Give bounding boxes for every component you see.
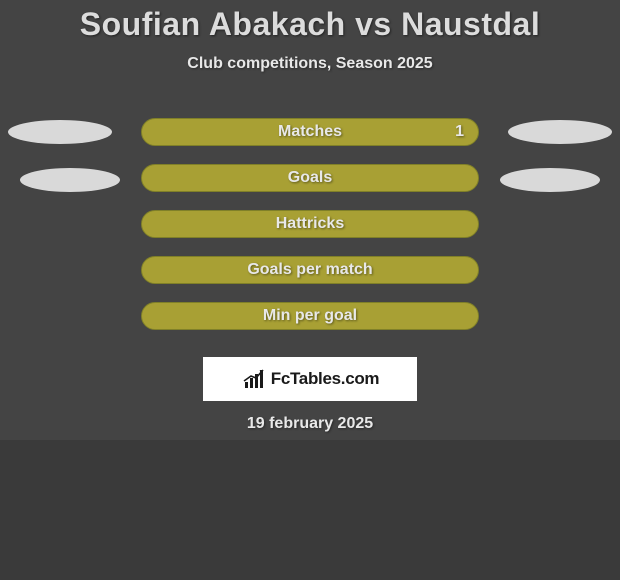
stat-value-right: 1 [455, 123, 464, 141]
stat-label: Min per goal [263, 307, 357, 325]
stat-bar: Goals [141, 164, 479, 192]
brand: FcTables.com [241, 368, 380, 390]
stat-rows: Matches 1 Goals Hattricks Goals per match Min… [0, 109, 620, 339]
stat-bar: Goals per match [141, 256, 479, 284]
right-ellipse [500, 168, 600, 192]
left-ellipse [8, 120, 112, 144]
stat-row: Goals [0, 155, 620, 201]
stat-label: Goals per match [247, 261, 372, 279]
stat-row: Min per goal [0, 293, 620, 339]
brand-text: FcTables.com [271, 369, 380, 389]
brand-box[interactable]: FcTables.com [203, 357, 417, 401]
stat-bar: Min per goal [141, 302, 479, 330]
stat-bar: Hattricks [141, 210, 479, 238]
stat-bar: Matches 1 [141, 118, 479, 146]
page-title: Soufian Abakach vs Naustdal [0, 6, 620, 43]
stat-label: Hattricks [276, 215, 344, 233]
stat-row: Matches 1 [0, 109, 620, 155]
right-ellipse [508, 120, 612, 144]
stat-row: Goals per match [0, 247, 620, 293]
left-ellipse [20, 168, 120, 192]
stat-label: Matches [278, 123, 342, 141]
chart-icon [241, 368, 267, 390]
page-subtitle: Club competitions, Season 2025 [0, 55, 620, 73]
stats-panel: Soufian Abakach vs Naustdal Club competi… [0, 0, 620, 440]
stat-row: Hattricks [0, 201, 620, 247]
stat-label: Goals [288, 169, 332, 187]
date: 19 february 2025 [0, 415, 620, 433]
